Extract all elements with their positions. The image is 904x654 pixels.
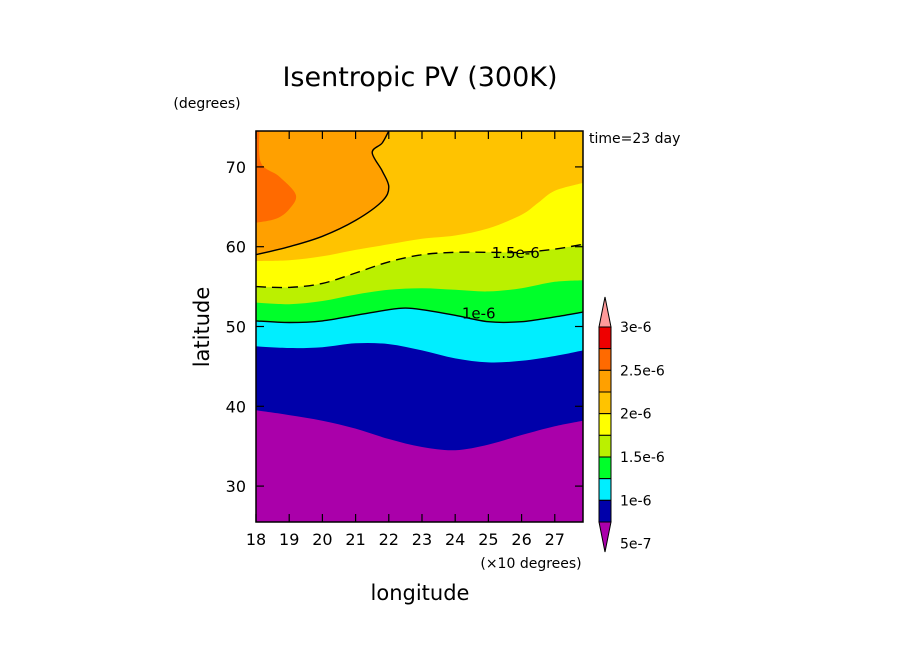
y-tick-label: 70 (226, 158, 246, 177)
colorbar: 3e-6 2.5e-6 2e-6 1.5e-6 1e-6 5e-7 (598, 296, 665, 553)
x-tick-label: 23 (412, 530, 432, 549)
axis-ticks: 18 19 20 21 22 23 24 25 26 27 30 40 50 60 70 (226, 131, 583, 549)
colorbar-label: 3e-6 (620, 320, 652, 336)
contour-lines (256, 131, 583, 324)
colorbar-swatch (598, 478, 612, 501)
x-tick-label: 25 (478, 530, 498, 549)
x-tick-label: 27 (545, 530, 565, 549)
colorbar-label: 2.5e-6 (620, 363, 665, 379)
x-tick-label: 19 (279, 530, 299, 549)
contour-fills (256, 131, 583, 522)
colorbar-swatch (598, 348, 612, 371)
colorbar-swatch (598, 413, 612, 436)
colorbar-label: 1.5e-6 (620, 450, 665, 466)
y-tick-label: 60 (226, 238, 246, 257)
y-tick-label: 50 (226, 318, 246, 337)
colorbar-bottom-triangle (598, 521, 612, 553)
x-tick-label: 20 (312, 530, 332, 549)
y-axis-units: (degrees) (173, 96, 240, 112)
colorbar-top-triangle (598, 296, 612, 328)
y-tick-label: 30 (226, 477, 246, 496)
x-tick-label: 18 (246, 530, 266, 549)
contour-line (256, 243, 583, 289)
x-tick-label: 21 (345, 530, 365, 549)
x-tick-label: 22 (379, 530, 399, 549)
contour-labels: 1.5e-6 1e-6 (462, 244, 540, 323)
y-tick-label: 40 (226, 397, 246, 416)
colorbar-label: 2e-6 (620, 407, 652, 423)
colorbar-swatch (598, 326, 612, 350)
contour-label: 1.5e-6 (492, 244, 540, 262)
colorbar-swatch (598, 456, 612, 480)
contour-line (256, 131, 390, 256)
y-axis-label: latitude (190, 287, 214, 368)
x-axis-units: (×10 degrees) (480, 556, 581, 572)
colorbar-label: 1e-6 (620, 493, 652, 509)
x-tick-label: 24 (445, 530, 465, 549)
time-label: time=23 day (589, 131, 680, 147)
contour-band (256, 131, 389, 255)
colorbar-label: 5e-7 (620, 537, 651, 553)
colorbar-swatch (598, 391, 612, 415)
contour-label: 1e-6 (462, 305, 496, 323)
contour-line (256, 307, 583, 324)
contour-band (256, 131, 297, 223)
colorbar-swatch (598, 499, 612, 523)
chart-title: Isentropic PV (300K) (282, 62, 557, 93)
x-axis-label: longitude (371, 581, 470, 605)
x-tick-label: 26 (511, 530, 531, 549)
colorbar-swatch (598, 369, 612, 393)
colorbar-swatch (598, 434, 612, 458)
